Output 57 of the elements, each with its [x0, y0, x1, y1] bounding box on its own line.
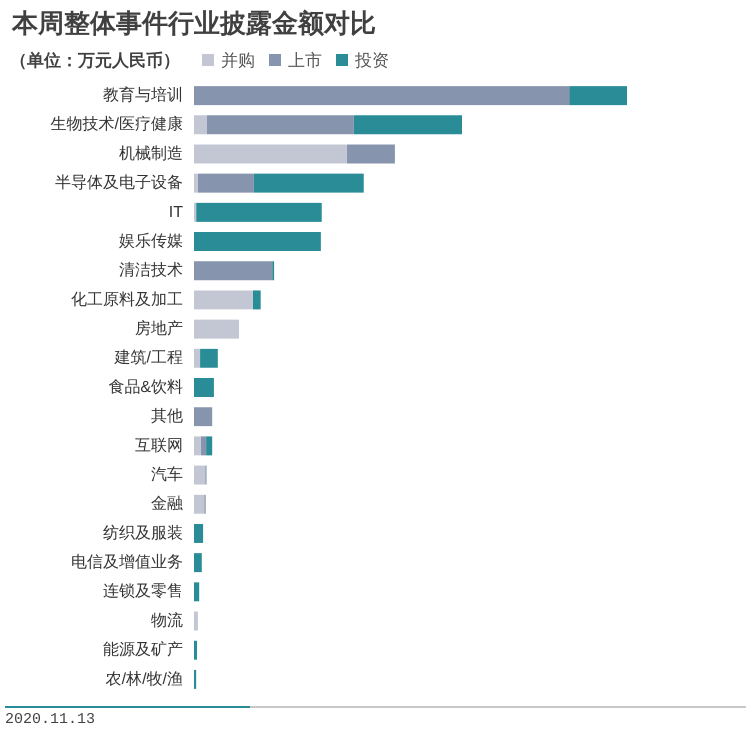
bar [194, 612, 198, 631]
legend-label: 投资 [355, 50, 389, 72]
bar [194, 524, 204, 543]
bar [194, 466, 206, 485]
bar [206, 436, 212, 456]
bar [194, 174, 198, 193]
bar [194, 407, 212, 426]
y-tick-label: 连锁及零售 [103, 582, 183, 600]
bar [194, 86, 570, 106]
legend-label: 上市 [288, 50, 322, 72]
legend-label: 并购 [221, 50, 255, 72]
bar [196, 202, 322, 222]
y-tick-label: 金融 [151, 494, 183, 513]
y-tick-label: 建筑/工程 [114, 348, 183, 367]
y-tick-label: 纺织及服装 [103, 524, 183, 542]
bar [206, 115, 354, 134]
y-tick-label: 半导体及电子设备 [55, 174, 183, 192]
bar [194, 261, 272, 280]
bar [194, 378, 214, 397]
bar [194, 348, 200, 368]
bar [254, 174, 364, 193]
y-tick-label: 食品&饮料 [108, 378, 183, 396]
bar [194, 290, 253, 310]
y-tick-label: 互联网 [135, 436, 183, 454]
y-tick-label: 化工原料及加工 [71, 290, 183, 308]
bar [194, 144, 347, 164]
bar [200, 348, 218, 368]
y-tick-label: 物流 [151, 611, 183, 630]
bar [194, 232, 321, 252]
y-tick-label: 房地产 [135, 320, 183, 338]
bar [194, 553, 202, 572]
chart-title: 本周整体事件行业披露金额对比 [12, 7, 376, 40]
bar [194, 115, 207, 134]
bar [194, 436, 201, 456]
bar [346, 144, 395, 164]
y-tick-label: 清洁技术 [119, 261, 183, 280]
bar [194, 640, 198, 660]
y-tick-label: 教育与培训 [103, 86, 183, 104]
y-tick-label: 生物技术/医疗健康 [50, 115, 183, 134]
y-tick-label: 娱乐传媒 [119, 232, 183, 250]
y-tick-label: 能源及矿产 [103, 640, 183, 659]
y-tick-label: 农/林/牧/渔 [106, 670, 183, 688]
y-tick-label: 机械制造 [119, 144, 183, 162]
text: 2020.11.13 [5, 711, 96, 728]
y-tick-label: IT [168, 204, 184, 221]
bar [198, 174, 254, 193]
bar [194, 582, 200, 602]
bar [252, 290, 261, 310]
y-tick-label: 电信及增值业务 [71, 553, 183, 572]
y-tick-label: 其他 [151, 407, 183, 426]
bar [194, 320, 240, 339]
bar [354, 115, 462, 134]
bar [200, 436, 206, 456]
bar [194, 494, 204, 514]
chart-subtitle: （单位：万元人民币） [10, 50, 180, 72]
y-tick-label: 汽车 [151, 465, 183, 484]
bar [569, 86, 627, 106]
